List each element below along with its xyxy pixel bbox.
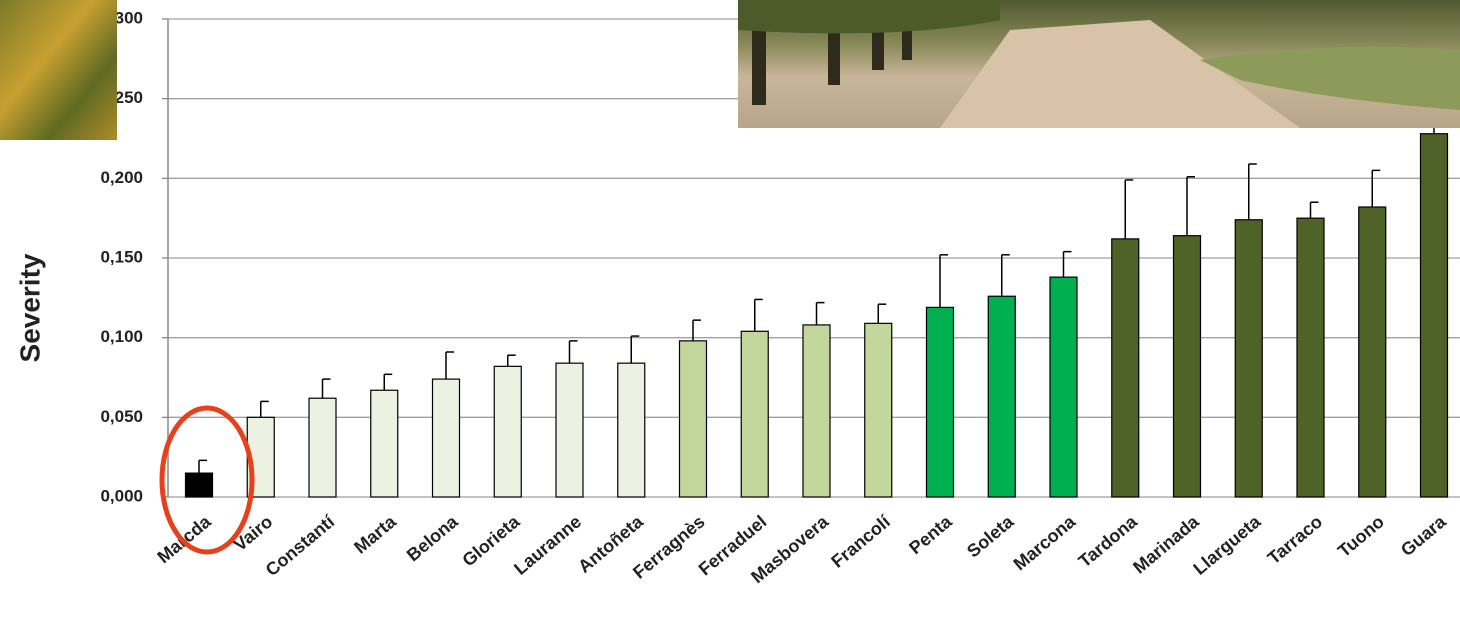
x-tick-label: Guara <box>1397 511 1450 560</box>
bar <box>617 362 646 498</box>
plot-area: 0,0000,0500,1000,1500,2000,2500,300Marcd… <box>100 8 1460 587</box>
bar <box>1111 238 1140 498</box>
y-tick-label: 0,000 <box>100 486 143 505</box>
bar <box>678 340 708 498</box>
x-tick-label: Marta <box>350 511 400 558</box>
x-tick-label: Tarraco <box>1264 511 1326 568</box>
bar <box>740 330 769 498</box>
bar <box>431 378 461 498</box>
bar <box>864 322 893 498</box>
y-axis-title: Severity <box>14 253 45 362</box>
x-tick-label: Constantí <box>262 511 339 580</box>
bar <box>987 295 1016 498</box>
y-tick-label: 0,200 <box>100 168 143 187</box>
x-tick-label: Marcona <box>1010 511 1080 575</box>
x-tick-label: Belona <box>403 511 463 566</box>
bar <box>370 389 399 498</box>
bar <box>555 362 584 498</box>
bar <box>802 324 831 498</box>
bar <box>493 365 522 498</box>
bar <box>1296 217 1325 498</box>
orchard-photo <box>738 0 1460 128</box>
y-tick-label: 0,150 <box>100 247 143 266</box>
x-tick-label: Soleta <box>963 511 1018 562</box>
leaf-photo <box>0 0 117 140</box>
bar <box>925 306 955 498</box>
bar <box>1358 206 1387 498</box>
bar <box>1234 219 1263 498</box>
x-tick-label: Penta <box>905 511 956 558</box>
bar <box>1419 133 1449 498</box>
bar <box>1049 276 1078 498</box>
bar <box>308 397 337 498</box>
x-tick-label: Francolí <box>827 511 894 572</box>
y-tick-label: 0,100 <box>100 327 143 346</box>
x-tick-label: Lauranne <box>510 511 585 578</box>
highlight-circle <box>159 405 255 555</box>
x-tick-label: Tuono <box>1334 511 1388 561</box>
bar <box>1172 235 1202 498</box>
x-tick-label: Llargueta <box>1189 511 1265 579</box>
y-tick-label: 0,050 <box>100 407 143 426</box>
bar <box>184 472 214 498</box>
